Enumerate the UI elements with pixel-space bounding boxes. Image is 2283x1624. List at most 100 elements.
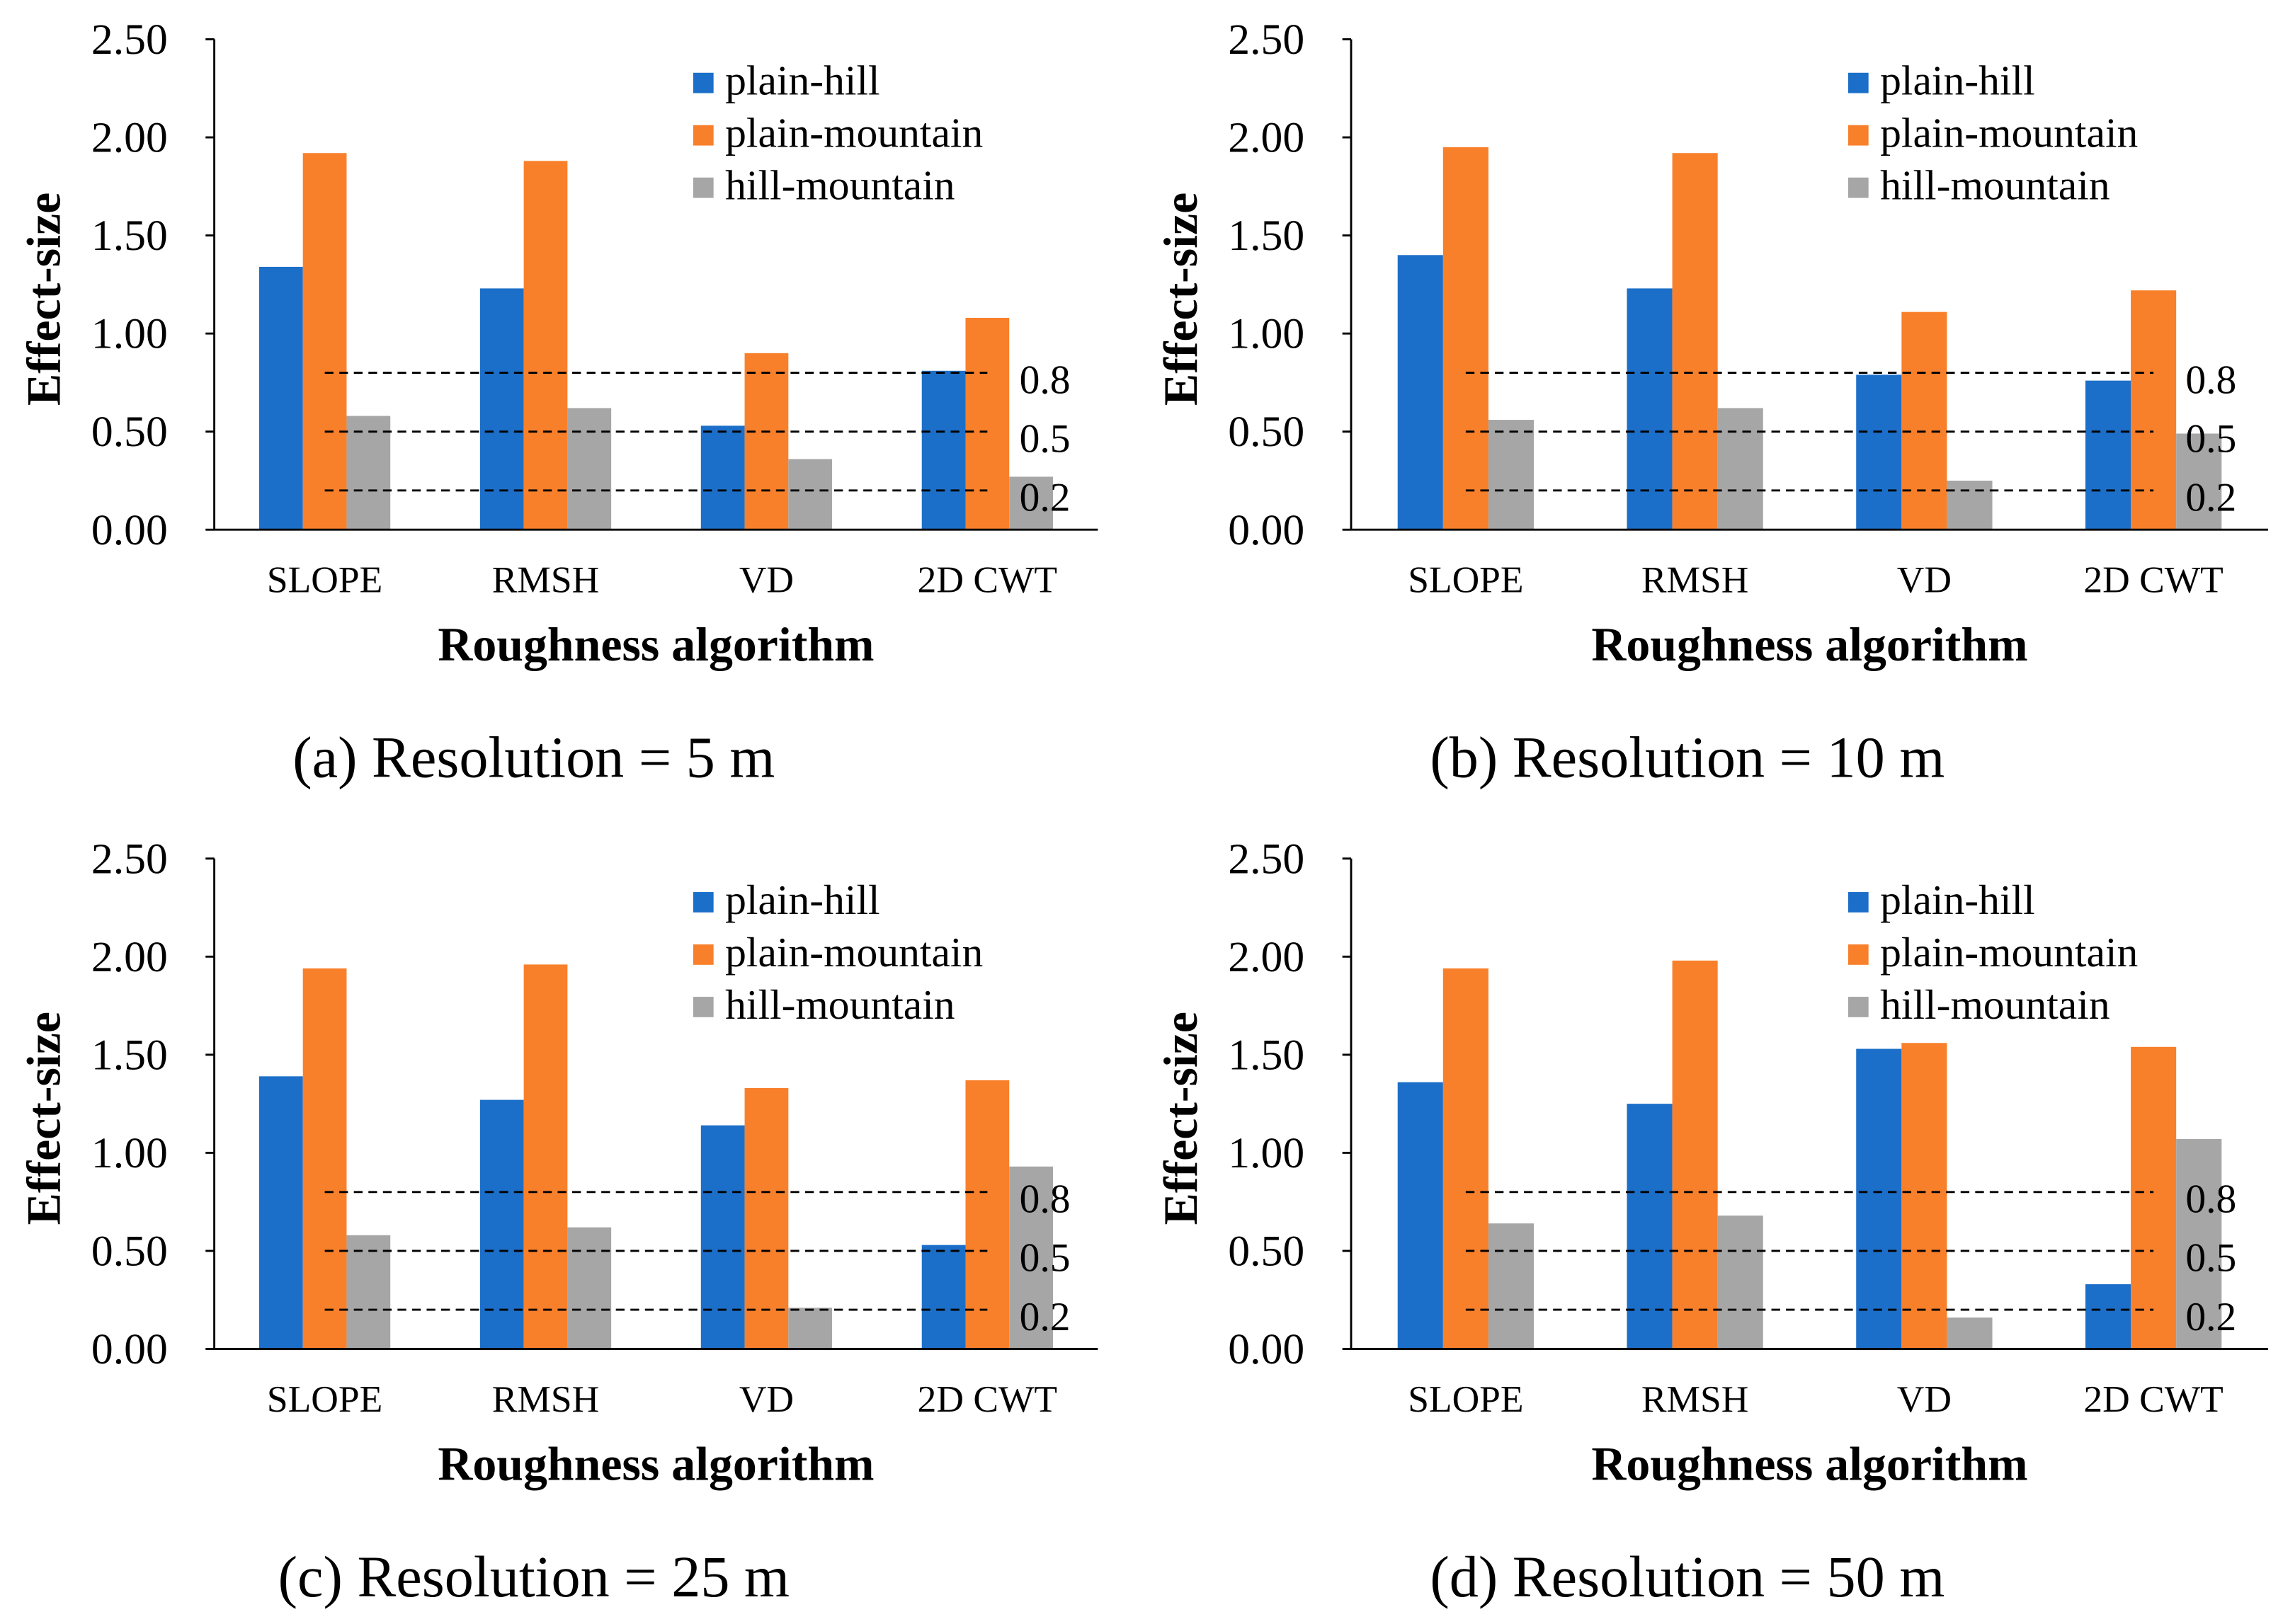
bar-c-slope-plain-mountain xyxy=(302,968,347,1349)
x-category-label-slope: SLOPE xyxy=(267,559,382,601)
y-tick-label: 1.00 xyxy=(91,1129,168,1177)
reference-line-label: 0.2 xyxy=(1020,1295,1071,1339)
bar-a-slope-plain-hill xyxy=(258,266,303,530)
reference-line-label: 0.2 xyxy=(2185,476,2236,520)
x-category-label-rmsh: RMSH xyxy=(492,559,599,601)
chart-panel-d: 0.8 0.5 0.2 0.00 0.50 1.00 1.50 2.00 2.50 SLOPE RM… xyxy=(1154,835,2268,1609)
bar-c-2d-cwt-plain-mountain xyxy=(965,1080,1010,1349)
x-category-label-slope: SLOPE xyxy=(267,1378,382,1420)
bar-a-2d-cwt-hill-mountain xyxy=(1009,476,1054,530)
y-tick-label: 0.50 xyxy=(1228,408,1304,456)
bar-d-rmsh-hill-mountain xyxy=(1717,1216,1763,1349)
legend-swatch-plain-mountain xyxy=(693,125,714,146)
bar-b-vd-plain-hill xyxy=(1856,374,1902,530)
x-category-label-vd: VD xyxy=(1897,1378,1952,1420)
legend-label-plain-hill: plain-hill xyxy=(725,876,880,923)
bar-d-vd-hill-mountain xyxy=(1947,1317,1993,1349)
x-category-label-2d-cwt: 2D CWT xyxy=(918,559,1057,601)
x-axis-title: Roughness algorithm xyxy=(1591,618,2027,671)
bar-d-rmsh-plain-hill xyxy=(1627,1104,1673,1349)
bar-a-vd-plain-hill xyxy=(700,425,745,530)
y-tick-label: 1.00 xyxy=(1228,310,1304,358)
legend-swatch-hill-mountain xyxy=(693,177,714,198)
x-category-label-2d-cwt: 2D CWT xyxy=(2083,1378,2223,1420)
legend-label-hill-mountain: hill-mountain xyxy=(1880,162,2110,209)
bar-d-rmsh-plain-mountain xyxy=(1672,960,1718,1349)
panel-caption: (d) Resolution = 50 m xyxy=(1430,1545,1945,1609)
legend-label-plain-hill: plain-hill xyxy=(725,57,880,104)
y-tick-label: 2.00 xyxy=(91,114,168,162)
y-tick-label: 0.00 xyxy=(91,506,168,554)
x-category-label-vd: VD xyxy=(739,559,794,601)
legend-label-plain-hill: plain-hill xyxy=(1880,57,2035,104)
chart-panel-b: 0.8 0.5 0.2 0.00 0.50 1.00 1.50 2.00 2.50 SLOPE RM… xyxy=(1154,16,2268,790)
y-tick-label: 0.50 xyxy=(91,408,168,456)
bar-b-2d-cwt-plain-mountain xyxy=(2131,290,2177,530)
y-tick-label: 0.50 xyxy=(1228,1228,1304,1276)
reference-line-label: 0.8 xyxy=(1020,1177,1071,1222)
x-category-label-2d-cwt: 2D CWT xyxy=(918,1378,1057,1420)
y-axis-title: Effect-size xyxy=(1154,193,1207,406)
legend-label-hill-mountain: hill-mountain xyxy=(1880,981,2110,1028)
legend-label-plain-mountain: plain-mountain xyxy=(1880,110,2138,156)
bar-d-slope-plain-mountain xyxy=(1442,968,1488,1349)
bar-d-2d-cwt-plain-hill xyxy=(2085,1284,2131,1349)
bar-a-rmsh-plain-hill xyxy=(479,288,524,530)
y-tick-label: 0.50 xyxy=(91,1228,168,1276)
y-tick-label: 1.50 xyxy=(91,212,168,260)
panel-caption: (b) Resolution = 10 m xyxy=(1430,726,1945,790)
panel-caption: (a) Resolution = 5 m xyxy=(292,726,775,790)
reference-line-label: 0.5 xyxy=(2185,1236,2236,1281)
bar-d-vd-plain-mountain xyxy=(1901,1043,1947,1349)
bar-b-vd-plain-mountain xyxy=(1901,311,1947,530)
bar-b-rmsh-hill-mountain xyxy=(1717,408,1763,530)
reference-line-label: 0.8 xyxy=(2185,358,2236,402)
legend-swatch-plain-hill xyxy=(693,72,714,93)
reference-line-label: 0.2 xyxy=(2185,1295,2236,1339)
bar-a-2d-cwt-plain-hill xyxy=(921,370,966,530)
legend-swatch-plain-mountain xyxy=(1848,125,1869,146)
x-axis-title: Roughness algorithm xyxy=(438,1438,874,1491)
x-axis-title: Roughness algorithm xyxy=(438,618,874,671)
legend-label-plain-mountain: plain-mountain xyxy=(725,110,983,156)
bar-b-slope-hill-mountain xyxy=(1488,420,1535,530)
reference-line-label: 0.5 xyxy=(2185,416,2236,461)
bar-b-rmsh-plain-hill xyxy=(1627,288,1673,530)
legend-label-plain-mountain: plain-mountain xyxy=(1880,929,2138,976)
y-axis-title: Effect-size xyxy=(18,193,71,406)
bar-a-slope-plain-mountain xyxy=(302,153,347,530)
bar-d-slope-hill-mountain xyxy=(1488,1223,1535,1349)
bar-b-2d-cwt-hill-mountain xyxy=(2176,433,2222,530)
y-tick-label: 2.00 xyxy=(1228,114,1304,162)
panel-caption: (c) Resolution = 25 m xyxy=(278,1545,790,1609)
bar-a-slope-hill-mountain xyxy=(346,416,391,530)
bar-c-2d-cwt-hill-mountain xyxy=(1009,1166,1054,1349)
reference-line-label: 0.8 xyxy=(1020,358,1071,402)
legend-swatch-hill-mountain xyxy=(1848,177,1869,198)
bar-d-2d-cwt-plain-mountain xyxy=(2131,1046,2177,1349)
reference-line-label: 0.5 xyxy=(1020,1236,1071,1281)
y-tick-label: 0.00 xyxy=(1228,1325,1304,1373)
legend-swatch-plain-mountain xyxy=(1848,944,1869,965)
bar-d-slope-plain-hill xyxy=(1397,1082,1443,1349)
y-tick-label: 2.50 xyxy=(1228,835,1304,883)
y-tick-label: 0.00 xyxy=(91,1325,168,1373)
reference-line-label: 0.5 xyxy=(1020,416,1071,461)
legend-label-plain-hill: plain-hill xyxy=(1880,876,2035,923)
y-axis-title: Effect-size xyxy=(18,1012,71,1225)
bar-c-slope-plain-hill xyxy=(258,1076,303,1349)
bar-c-slope-hill-mountain xyxy=(346,1235,391,1349)
bar-a-vd-plain-mountain xyxy=(744,353,789,530)
y-tick-label: 2.50 xyxy=(1228,16,1304,64)
chart-panel-a: 0.8 0.5 0.2 0.00 0.50 1.00 1.50 2.00 2.50 SLOPE RM… xyxy=(18,16,1098,790)
x-category-label-rmsh: RMSH xyxy=(1641,1378,1748,1420)
legend-swatch-plain-hill xyxy=(693,892,714,913)
bar-b-2d-cwt-plain-hill xyxy=(2085,380,2131,530)
x-category-label-rmsh: RMSH xyxy=(492,1378,599,1420)
y-tick-label: 1.50 xyxy=(91,1031,168,1079)
y-tick-label: 2.50 xyxy=(91,16,168,64)
bar-a-2d-cwt-plain-mountain xyxy=(965,317,1010,530)
y-tick-label: 1.50 xyxy=(1228,1031,1304,1079)
bar-d-vd-plain-hill xyxy=(1856,1048,1902,1349)
bar-d-2d-cwt-hill-mountain xyxy=(2176,1139,2222,1349)
